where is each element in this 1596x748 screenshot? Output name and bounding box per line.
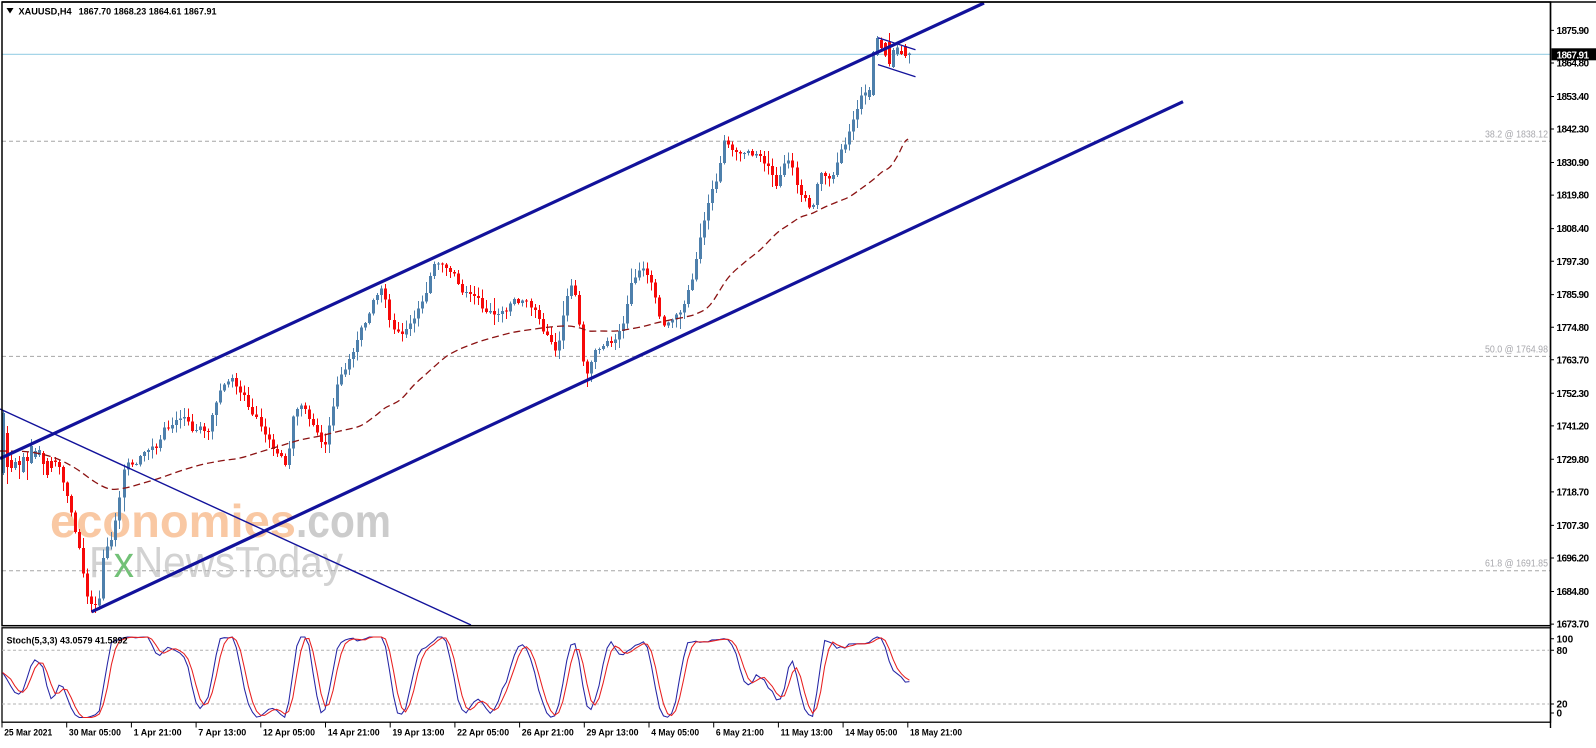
svg-text:1763.70: 1763.70	[1557, 355, 1590, 366]
svg-text:Stoch(5,3,3) 43.0579 41.5892: Stoch(5,3,3) 43.0579 41.5892	[7, 636, 128, 647]
svg-text:1842.30: 1842.30	[1557, 125, 1590, 136]
svg-text:1707.30: 1707.30	[1557, 521, 1590, 532]
svg-text:29 Apr 13:00: 29 Apr 13:00	[587, 728, 639, 739]
svg-text:1819.80: 1819.80	[1557, 191, 1590, 202]
svg-text:11 May 13:00: 11 May 13:00	[781, 728, 833, 739]
svg-text:7 Apr 13:00: 7 Apr 13:00	[198, 728, 246, 739]
svg-text:0: 0	[1557, 709, 1563, 720]
svg-text:1729.80: 1729.80	[1557, 455, 1590, 466]
svg-text:1 Apr 21:00: 1 Apr 21:00	[134, 728, 182, 739]
svg-text:19 Apr 13:00: 19 Apr 13:00	[392, 728, 444, 739]
svg-text:1867.70 1868.23 1864.61 1867.9: 1867.70 1868.23 1864.61 1867.91	[79, 7, 218, 18]
svg-text:12 Apr 05:00: 12 Apr 05:00	[263, 728, 315, 739]
svg-text:26 Apr 21:00: 26 Apr 21:00	[522, 728, 574, 739]
svg-text:1752.30: 1752.30	[1557, 389, 1590, 400]
svg-text:1867.91: 1867.91	[1557, 50, 1590, 61]
svg-text:FxNewsToday: FxNewsToday	[89, 538, 343, 587]
svg-text:18 May 21:00: 18 May 21:00	[910, 728, 962, 739]
svg-text:4 May 05:00: 4 May 05:00	[651, 728, 699, 739]
svg-text:1875.90: 1875.90	[1557, 26, 1590, 37]
svg-text:1853.40: 1853.40	[1557, 92, 1590, 103]
svg-text:80: 80	[1557, 646, 1569, 657]
svg-text:1785.90: 1785.90	[1557, 290, 1590, 301]
svg-text:1774.80: 1774.80	[1557, 323, 1590, 334]
svg-text:1696.20: 1696.20	[1557, 554, 1590, 565]
svg-text:14 Apr 21:00: 14 Apr 21:00	[328, 728, 380, 739]
svg-text:1797.30: 1797.30	[1557, 257, 1590, 268]
svg-text:25 Mar 2021: 25 Mar 2021	[4, 728, 53, 739]
svg-text:1808.40: 1808.40	[1557, 224, 1590, 235]
svg-text:1718.70: 1718.70	[1557, 488, 1590, 499]
svg-text:14 May 05:00: 14 May 05:00	[845, 728, 897, 739]
svg-text:100: 100	[1557, 635, 1574, 646]
svg-text:6 May 21:00: 6 May 21:00	[716, 728, 764, 739]
svg-text:1741.20: 1741.20	[1557, 422, 1590, 433]
svg-text:1684.80: 1684.80	[1557, 587, 1590, 598]
svg-text:50.0 @ 1764.98: 50.0 @ 1764.98	[1485, 344, 1548, 355]
svg-text:1830.90: 1830.90	[1557, 158, 1590, 169]
svg-text:38.2 @ 1838.12: 38.2 @ 1838.12	[1485, 129, 1548, 140]
svg-text:61.8 @ 1691.85: 61.8 @ 1691.85	[1485, 559, 1548, 570]
svg-text:22 Apr 05:00: 22 Apr 05:00	[457, 728, 509, 739]
svg-text:XAUUSD,H4: XAUUSD,H4	[19, 7, 73, 18]
svg-text:30 Mar 05:00: 30 Mar 05:00	[69, 728, 121, 739]
svg-text:1673.70: 1673.70	[1557, 620, 1590, 631]
